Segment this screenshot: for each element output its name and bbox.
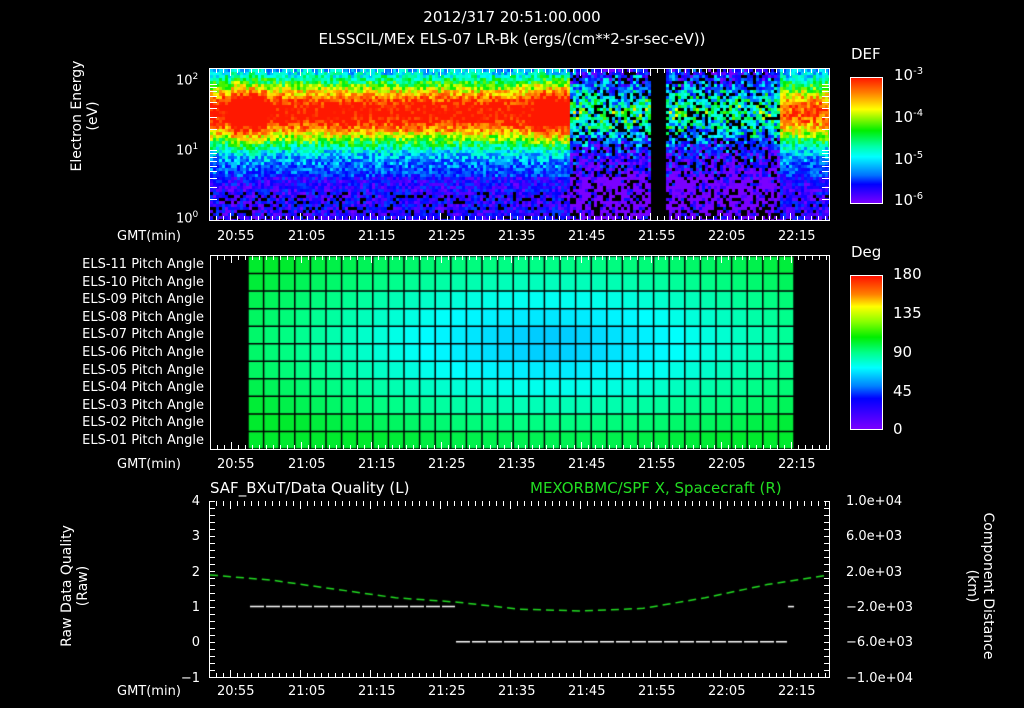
- xtick-label: 21:25: [428, 457, 466, 472]
- xtick-label: 21:55: [638, 457, 676, 472]
- xtick-label: 21:45: [568, 684, 606, 699]
- left-ytick-label: 0: [191, 635, 200, 651]
- xtick-label: 22:05: [708, 684, 746, 699]
- spectrogram-canvas: [210, 69, 829, 220]
- left-ytick-label: 2: [191, 564, 200, 580]
- xtick-label: 21:55: [638, 684, 676, 699]
- panel3-right-ylabel-line1: Component Distance: [980, 512, 996, 660]
- panel3-left-ylabel-line1: Raw Data Quality: [59, 525, 75, 647]
- deg-label-45: 45: [893, 382, 913, 400]
- xtick-label: 20:55: [217, 684, 255, 699]
- right-ytick-label: 2.0e+03: [846, 564, 903, 580]
- panel3-xaxis-label: GMT(min): [117, 684, 181, 699]
- panel3-left-ylabel: Raw Data Quality (Raw): [10, 525, 140, 647]
- xtick-label: 20:55: [217, 457, 255, 472]
- pitch-angle-grid[interactable]: [210, 255, 830, 450]
- xtick-label: 21:45: [568, 229, 606, 244]
- xtick-label: 21:55: [638, 229, 676, 244]
- xtick-label: 21:15: [358, 684, 396, 699]
- pitch-angle-row-label: ELS-02 Pitch Angle: [82, 415, 204, 431]
- panel1-ylabel: Electron Energy (eV): [20, 61, 140, 172]
- left-ytick-label: −1: [180, 670, 200, 686]
- panel1-ytick-10: 101: [176, 142, 199, 159]
- right-ytick-label: 1.0e+04: [846, 494, 903, 509]
- right-ytick-label: 6.0e+03: [846, 529, 903, 545]
- plot-timestamp: 2012/317 20:51:00.000: [423, 8, 601, 26]
- deg-label-0: 0: [893, 420, 903, 438]
- xtick-label: 21:35: [498, 229, 536, 244]
- panel3-right-yticks: 1.0e+04 6.0e+03 2.0e+03 −2.0e+03 −6.0e+03 −1.…: [846, 494, 946, 686]
- left-ytick-label: 3: [191, 529, 200, 545]
- deg-label-135: 135: [893, 304, 922, 322]
- panel1-xtick-labels: 20:55 21:05 21:15 21:25 21:35 21:45 21:55 22:05…: [0, 229, 1024, 245]
- right-ytick-label: −2.0e+03: [846, 599, 913, 615]
- panel2-xaxis-label: GMT(min): [117, 457, 181, 472]
- def-colorbar-label-1e-5: 10-5: [894, 150, 924, 168]
- pitch-angle-row-label: ELS-11 Pitch Angle: [82, 257, 204, 272]
- pitch-angle-row-label: ELS-03 Pitch Angle: [82, 397, 204, 413]
- panel3-left-yticks: 4 3 2 1 0 −1: [160, 494, 200, 686]
- pitch-angle-row-label: ELS-01 Pitch Angle: [82, 433, 204, 448]
- energy-spectrogram[interactable]: [209, 68, 830, 221]
- deg-label-90: 90: [893, 343, 913, 361]
- def-colorbar-title: DEF: [851, 45, 881, 63]
- panel3-left-title: SAF_BXuT/Data Quality (L): [210, 479, 410, 497]
- pitch-angle-row-label: ELS-08 Pitch Angle: [82, 309, 204, 325]
- right-ytick-label: −1.0e+04: [846, 670, 913, 686]
- line-plot-area[interactable]: [209, 501, 830, 678]
- xtick-label: 22:15: [778, 229, 816, 244]
- xtick-label: 21:35: [498, 684, 536, 699]
- xtick-label: 21:25: [428, 229, 466, 244]
- xtick-label: 21:45: [568, 457, 606, 472]
- xtick-label: 21:05: [288, 229, 326, 244]
- panel3-left-ylabel-line2: (Raw): [75, 565, 91, 607]
- deg-label-180: 180: [893, 265, 922, 283]
- xtick-label: 21:25: [428, 684, 466, 699]
- panel1-ylabel-line1: Electron Energy: [69, 60, 85, 172]
- plot-subtitle: ELSSCIL/MEx ELS-07 LR-Bk (ergs/(cm**2-sr…: [318, 30, 706, 48]
- xtick-label: 22:15: [778, 684, 816, 699]
- pitch-angle-row-label: ELS-04 Pitch Angle: [82, 380, 204, 396]
- pitch-angle-row-label: ELS-05 Pitch Angle: [82, 362, 204, 378]
- xtick-label: 22:05: [708, 457, 746, 472]
- panel3-right-title: MEXORBMC/SPF X, Spacecraft (R): [530, 479, 782, 497]
- xtick-label: 21:05: [288, 457, 326, 472]
- deg-colorbar-title: Deg: [851, 243, 882, 261]
- left-ytick-label: 4: [191, 494, 200, 509]
- xtick-label: 22:15: [778, 457, 816, 472]
- xtick-label: 21:35: [498, 457, 536, 472]
- deg-colorbar: [850, 275, 883, 430]
- panel1-ylabel-line2: (eV): [85, 101, 101, 131]
- pitch-angle-row-label: ELS-10 Pitch Angle: [82, 274, 204, 290]
- pitch-angle-row-label: ELS-09 Pitch Angle: [82, 292, 204, 308]
- line-plot-canvas: [210, 501, 829, 677]
- xtick-label: 21:15: [358, 229, 396, 244]
- def-colorbar-label-1e-3: 10-3: [894, 66, 924, 84]
- panel1-ytick-100: 102: [176, 72, 199, 89]
- left-ytick-label: 1: [191, 599, 200, 615]
- def-colorbar-label-1e-4: 10-4: [894, 108, 924, 126]
- right-ytick-label: −6.0e+03: [846, 635, 913, 651]
- pitch-angle-row-label: ELS-07 Pitch Angle: [82, 327, 204, 343]
- xtick-label: 21:05: [288, 684, 326, 699]
- panel2-xtick-labels: 20:55 21:05 21:15 21:25 21:35 21:45 21:55 22:05…: [0, 457, 1024, 473]
- def-colorbar-label-1e-6: 10-6: [894, 191, 924, 209]
- xtick-label: 21:15: [358, 457, 396, 472]
- panel1-xaxis-label: GMT(min): [117, 229, 181, 244]
- pitch-angle-canvas: [211, 256, 829, 449]
- panel3-right-ylabel-line2: (km): [964, 569, 980, 603]
- def-colorbar: [850, 77, 883, 204]
- panel1-ytick-1: 100: [176, 210, 199, 227]
- panel3-xtick-labels: 20:55 21:05 21:15 21:25 21:35 21:45 21:55 22:05…: [0, 684, 1024, 700]
- pitch-angle-row-label: ELS-06 Pitch Angle: [82, 345, 204, 360]
- xtick-label: 20:55: [217, 229, 255, 244]
- xtick-label: 22:05: [708, 229, 746, 244]
